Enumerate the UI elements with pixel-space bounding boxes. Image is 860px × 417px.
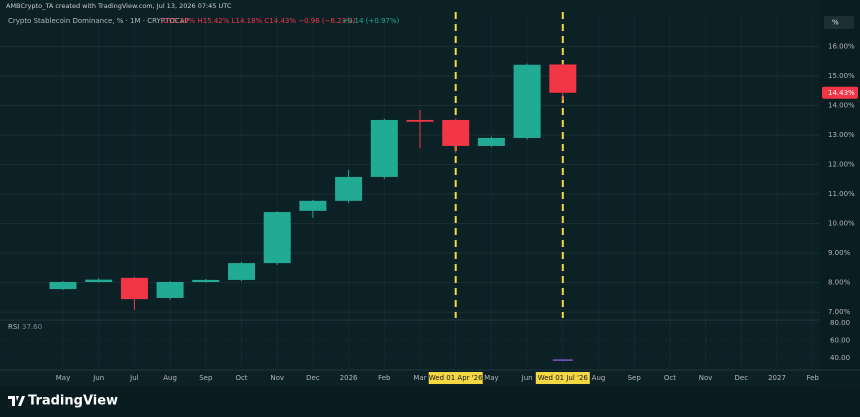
rsi-tick-label: 60.00	[830, 336, 850, 344]
x-tick-label: Nov	[270, 374, 284, 382]
rsi-tick-label: 40.00	[830, 354, 850, 362]
y-tick-label: 10.00%	[828, 220, 855, 228]
header-text: AMBCrypto_TA created with TradingView.co…	[6, 2, 232, 10]
x-tick-label: Wed 01 Apr '26	[429, 374, 483, 382]
ohlc-label: O15.39% H15.42% L14.18% C14.43% −0.96 (−…	[163, 17, 356, 25]
x-tick-label: Oct	[664, 374, 676, 382]
candle-body	[370, 119, 398, 177]
y-tick-label: 12.00%	[828, 161, 855, 169]
candle-body	[406, 119, 434, 122]
x-tick-label: Jun	[92, 374, 104, 382]
x-tick-label: Feb	[378, 374, 391, 382]
x-tick-label: Nov	[699, 374, 713, 382]
x-tick-label: Sep	[628, 374, 642, 382]
candle-body	[299, 200, 327, 211]
x-tick-label: 2026	[340, 374, 358, 382]
candle-body	[228, 263, 255, 280]
x-tick-label: Aug	[592, 374, 606, 382]
x-tick-label: May	[56, 374, 70, 382]
highlight-label-box	[428, 372, 483, 384]
rsi-tick-label: 80.00	[830, 319, 850, 327]
y-tick-label: 8.00%	[828, 279, 851, 287]
x-tick-label: Dec	[306, 374, 320, 382]
y-tick-label: 7.00%	[828, 308, 851, 316]
candle-body	[120, 277, 148, 300]
x-tick-label: Mar	[413, 374, 426, 382]
last-price-label: 14.43%	[828, 89, 855, 97]
candle-body	[192, 279, 220, 282]
candle-body	[156, 281, 184, 298]
candle-body	[49, 281, 77, 290]
x-tick-label: Sep	[199, 374, 213, 382]
highlight-label-box	[535, 372, 590, 384]
unit-box	[824, 16, 854, 29]
y-tick-label: 14.00%	[828, 101, 855, 109]
brand-logo: TradingView	[8, 394, 118, 409]
rsi-title: RSI	[8, 323, 19, 331]
price-axis-panel	[820, 0, 860, 385]
x-tick-label: Oct	[235, 374, 247, 382]
unit-label: %	[832, 19, 839, 27]
candle-body	[442, 119, 470, 146]
chart-title: Crypto Stablecoin Dominance, % · 1M · CR…	[8, 17, 189, 25]
candle-body	[513, 64, 541, 138]
x-tick-label: May	[484, 374, 498, 382]
y-tick-label: 15.00%	[828, 72, 855, 80]
y-tick-label: 11.00%	[828, 190, 855, 198]
y-tick-label: 16.00%	[828, 42, 855, 50]
y-tick-label: 9.00%	[828, 249, 851, 257]
logo-icon	[8, 396, 25, 406]
candle-body	[335, 176, 363, 201]
footer-bar	[0, 386, 860, 417]
change-label: +0.14 (+0.97%)	[342, 17, 400, 25]
x-tick-label: Dec	[735, 374, 749, 382]
candle-body	[549, 64, 577, 93]
y-tick-label: 13.00%	[828, 131, 855, 139]
x-tick-label: Jun	[521, 374, 533, 382]
candle-body	[477, 137, 505, 146]
candle-body	[85, 279, 113, 282]
x-tick-label: 2027	[768, 374, 786, 382]
x-tick-label: Feb	[806, 374, 819, 382]
brand-text: TradingView	[28, 394, 118, 409]
x-tick-label: Aug	[163, 374, 177, 382]
rsi-value: 37.60	[22, 323, 42, 331]
x-tick-label: Jul	[129, 374, 139, 382]
candle-body	[263, 212, 291, 264]
last-price-box	[822, 86, 858, 99]
x-tick-label: Wed 01 Jul '26	[538, 374, 589, 382]
